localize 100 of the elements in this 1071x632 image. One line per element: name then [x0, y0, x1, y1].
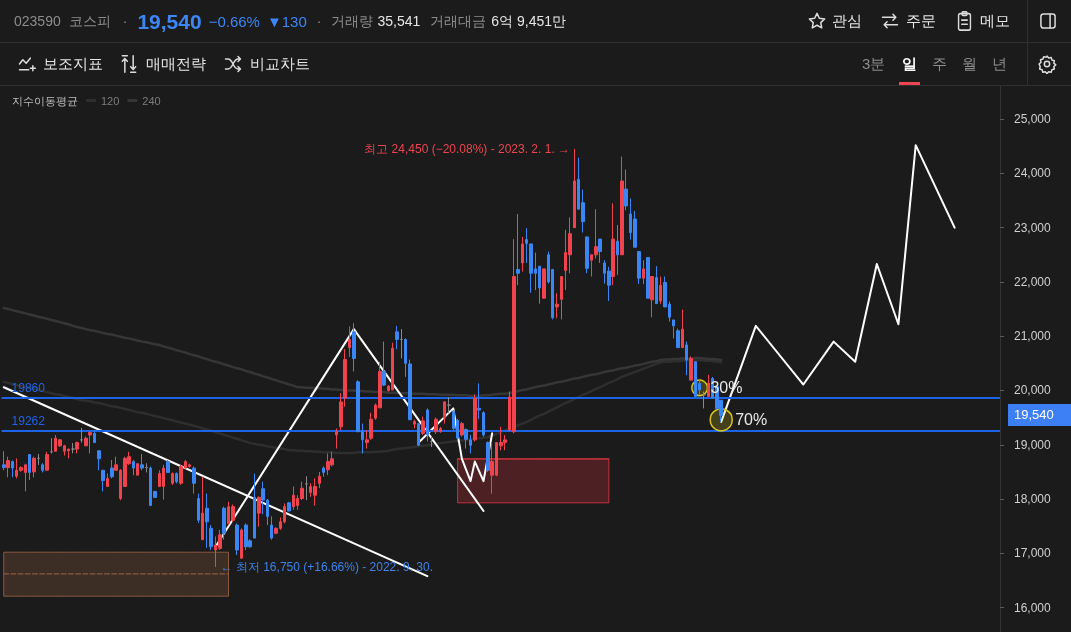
- text: 매매전략: [146, 54, 206, 72]
- candlestick: [637, 251, 641, 285]
- text: ·: [122, 13, 128, 29]
- candlestick: [326, 452, 330, 476]
- y-tick-label: 18,000: [1014, 492, 1052, 507]
- annotation: 최고 24,450 (−20.08%) - 2023. 2. 1. →: [364, 141, 571, 156]
- candlestick: [209, 524, 213, 551]
- legend-label: 120: [101, 94, 120, 107]
- y-tick-label: 17,000: [1014, 546, 1052, 561]
- candlestick: [421, 416, 425, 436]
- candlestick: [512, 238, 516, 434]
- candlestick: [464, 427, 468, 450]
- candlestick: [166, 459, 170, 473]
- candlestick: [67, 448, 70, 459]
- candlestick: [434, 417, 438, 435]
- text: 19,540: [1008, 404, 1071, 427]
- candlestick: [41, 462, 44, 473]
- candlestick: [201, 476, 204, 541]
- candlestick: [560, 276, 563, 320]
- candlestick: [689, 355, 693, 381]
- text: 023590: [14, 13, 61, 29]
- candlestick: [413, 419, 416, 429]
- candlestick: [171, 471, 174, 486]
- candlestick: [352, 322, 356, 372]
- candlestick: [400, 328, 403, 359]
- candlestick: [287, 501, 291, 513]
- text: 비교차트: [250, 54, 310, 72]
- candlestick: [694, 361, 697, 397]
- text: 메모: [980, 11, 1010, 29]
- y-tick-label: 22,000: [1014, 274, 1052, 289]
- ref-line-label: 19262: [11, 413, 46, 428]
- candlestick: [6, 456, 10, 478]
- y-tick-label: 24,000: [1014, 166, 1052, 181]
- legend-label: 240: [142, 94, 161, 107]
- candlestick: [460, 421, 464, 438]
- candlestick: [244, 522, 248, 551]
- candlestick: [110, 459, 114, 479]
- candlestick: [443, 400, 446, 425]
- text: 월: [962, 54, 977, 72]
- candlestick: [611, 202, 615, 286]
- candlestick: [382, 341, 386, 387]
- annotation: 70%: [735, 410, 768, 429]
- candlestick: [676, 328, 680, 349]
- text: 년: [992, 54, 1007, 72]
- candlestick: [11, 459, 14, 478]
- y-tick-label: 20,000: [1014, 383, 1052, 398]
- candlestick: [672, 319, 675, 339]
- ref-line-label: 19860: [11, 381, 46, 396]
- candlestick: [318, 471, 321, 489]
- candlestick: [391, 342, 394, 391]
- y-tick-label: 19,000: [1014, 437, 1052, 452]
- candlestick: [486, 441, 490, 473]
- candlestick: [75, 441, 79, 454]
- candlestick: [681, 309, 684, 349]
- candlestick: [555, 292, 559, 319]
- candlestick: [136, 462, 139, 476]
- candlestick: [140, 453, 144, 471]
- y-tick-label: 23,000: [1014, 220, 1052, 235]
- candlestick: [702, 391, 706, 409]
- text: 주: [932, 54, 947, 72]
- candlestick: [132, 459, 135, 476]
- candlestick: [106, 473, 109, 488]
- text: 거래대금: [430, 13, 487, 29]
- candlestick: [257, 495, 261, 528]
- candlestick: [426, 407, 429, 442]
- candlestick: [417, 423, 420, 446]
- candlestick: [50, 437, 53, 454]
- text: 19,540: [137, 9, 202, 33]
- candlestick: [179, 464, 183, 486]
- text: 코스피: [68, 13, 111, 29]
- text: 3분: [862, 54, 886, 72]
- candlestick: [305, 475, 308, 501]
- candlestick: [80, 427, 83, 444]
- candlestick: [235, 522, 239, 556]
- candlestick: [521, 236, 524, 273]
- candlestick: [188, 463, 191, 469]
- candlestick: [32, 456, 36, 478]
- candlestick: [624, 169, 628, 211]
- candlestick: [650, 276, 654, 318]
- candlestick: [573, 148, 576, 229]
- candlestick: [642, 259, 645, 285]
- candlestick: [270, 515, 273, 541]
- candlestick: [231, 503, 235, 523]
- candlestick: [447, 396, 451, 414]
- text: 일: [902, 54, 917, 72]
- candlestick: [97, 449, 101, 471]
- candlestick: [162, 464, 165, 501]
- candlestick: [93, 429, 96, 444]
- candlestick: [482, 410, 485, 438]
- candlestick: [197, 493, 200, 524]
- candlestick: [2, 450, 6, 471]
- y-tick-label: 21,000: [1014, 329, 1052, 344]
- candlestick: [646, 257, 650, 299]
- candlestick: [335, 427, 338, 450]
- legend-title: 지수이동평균: [12, 94, 78, 107]
- text: 보조지표: [43, 54, 103, 72]
- text: −0.66%: [208, 12, 260, 30]
- candlestick: [88, 431, 92, 454]
- candlestick: [598, 238, 602, 264]
- candlestick: [240, 527, 243, 560]
